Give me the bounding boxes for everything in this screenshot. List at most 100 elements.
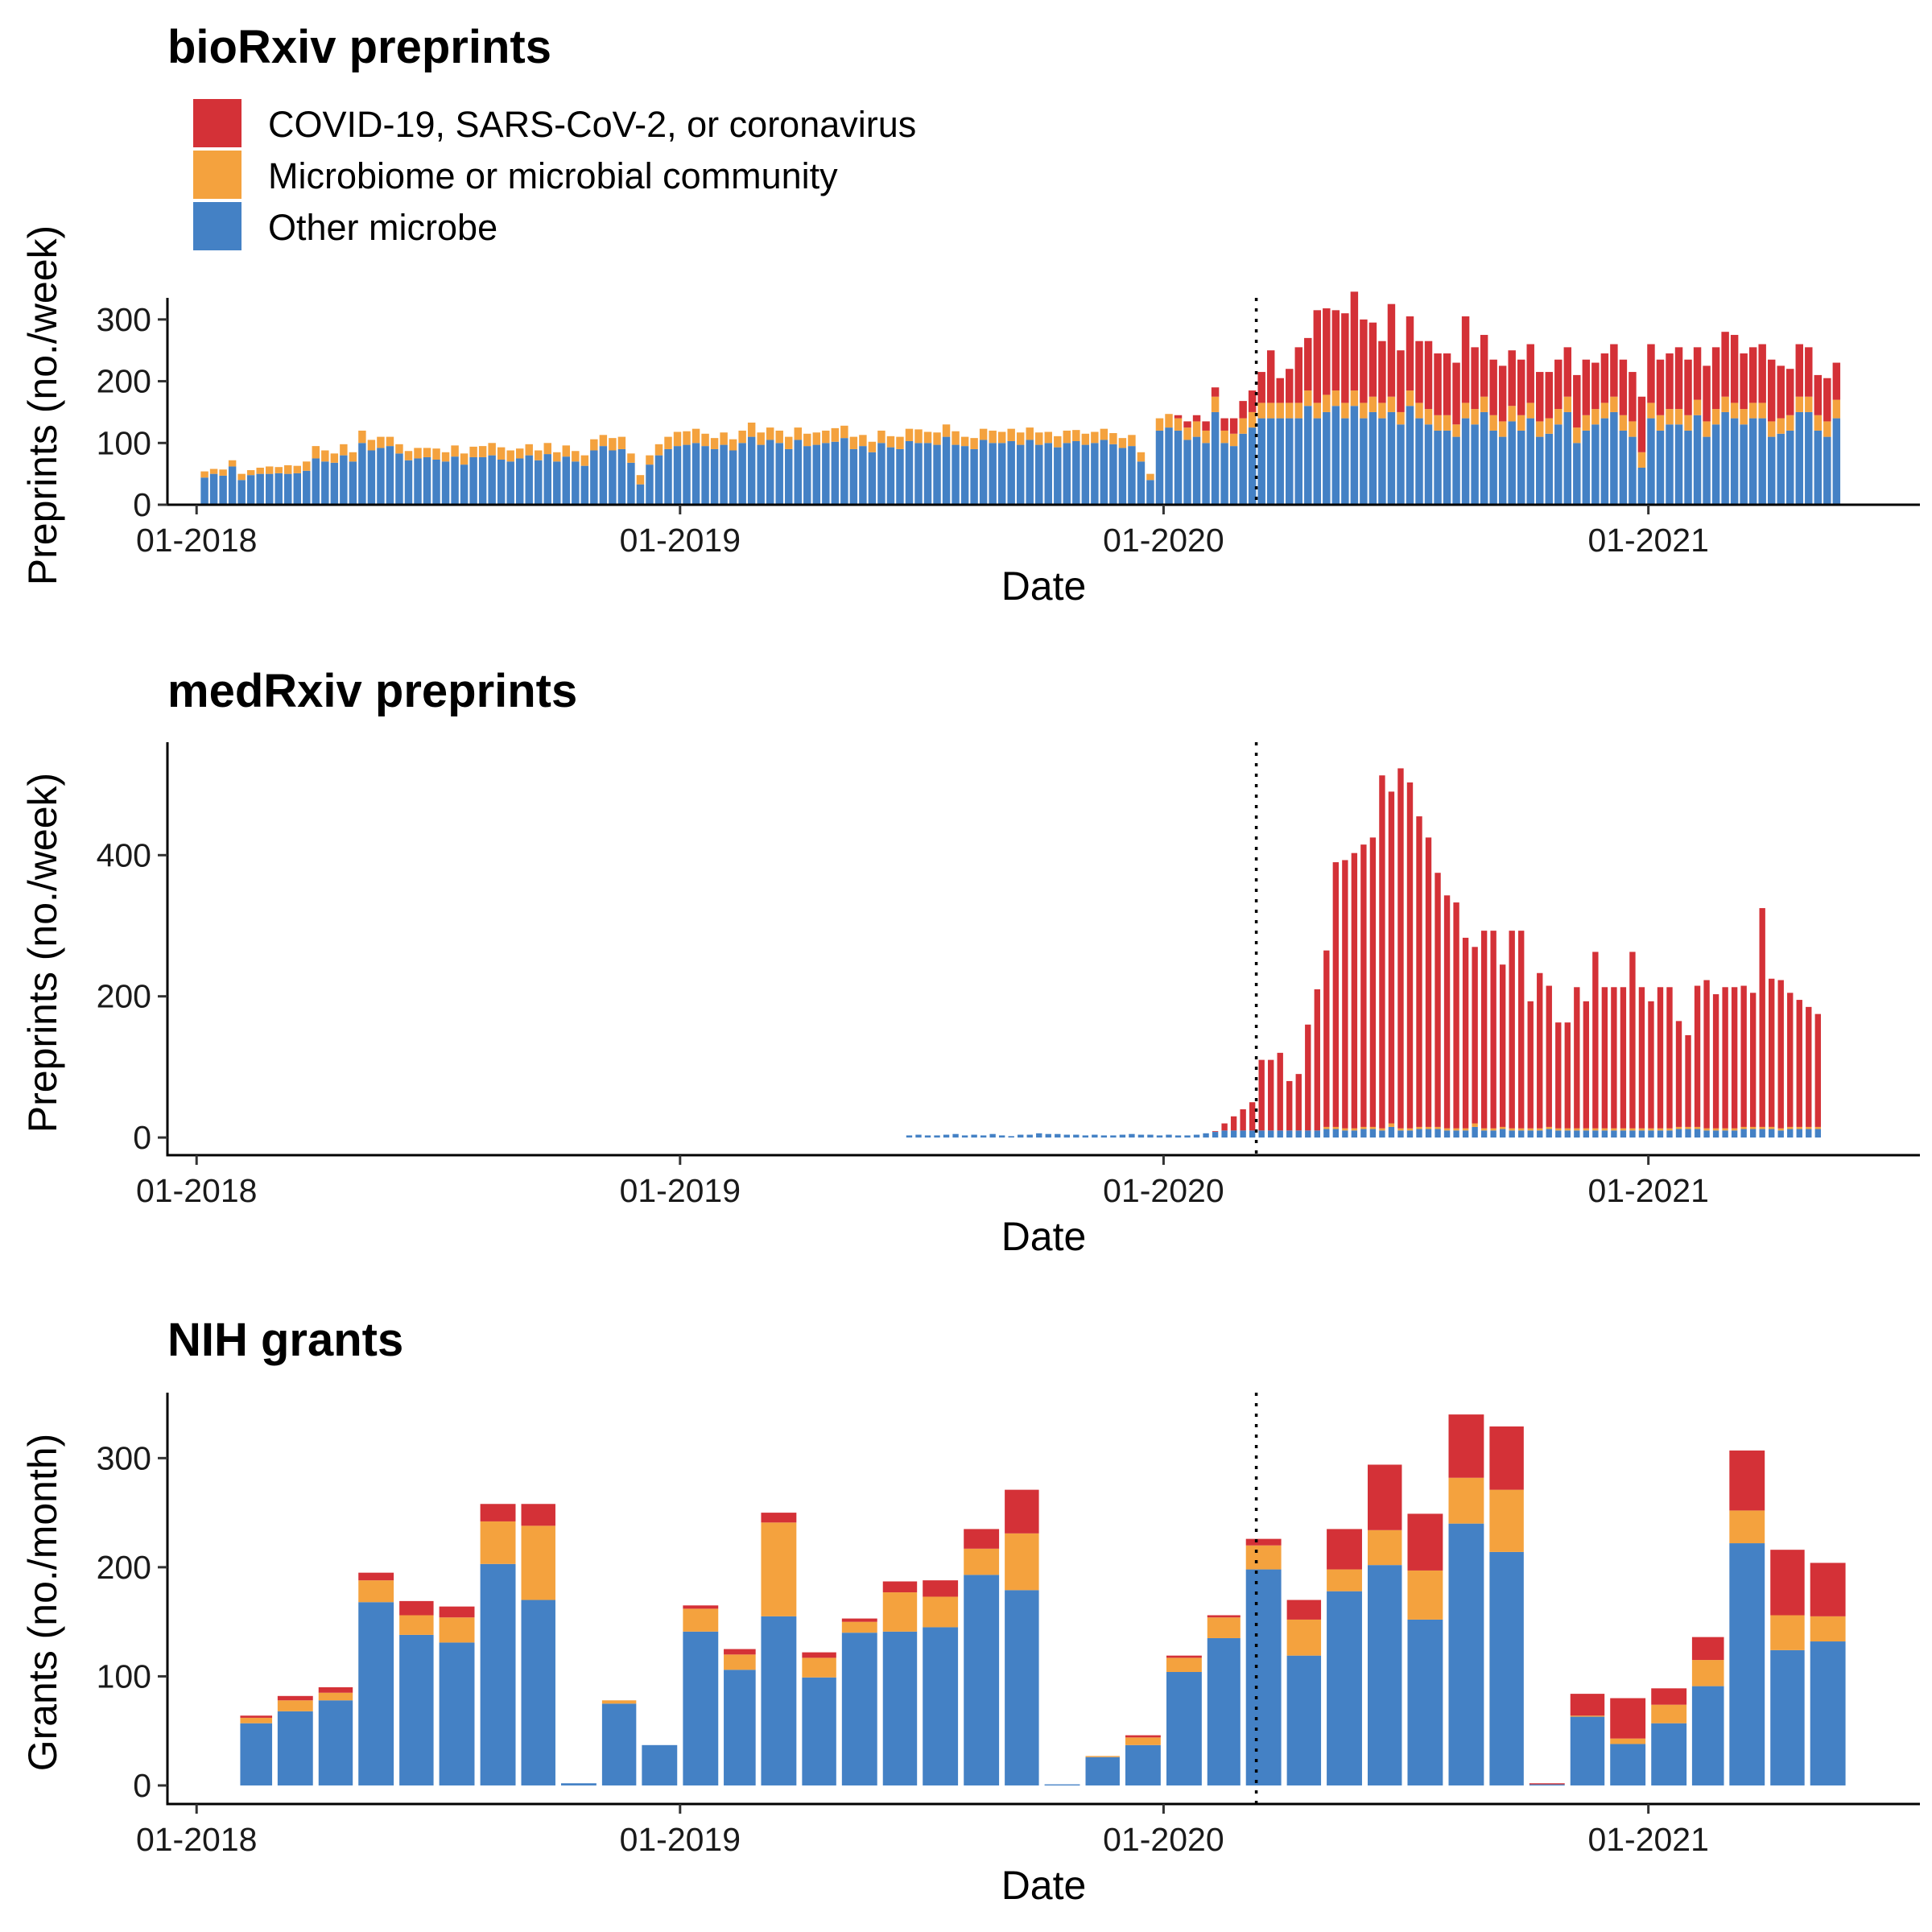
bar-segment [1286,1080,1293,1131]
bar-segment [964,1575,1000,1785]
bar-segment [1054,436,1062,448]
bar-segment [1125,1744,1161,1785]
bar-segment [580,465,589,505]
bar-segment [757,432,765,445]
bar-segment [1063,430,1071,444]
bar-segment [1035,432,1043,445]
bar-segment [1767,359,1776,422]
x-axis-title: Date [1001,564,1087,609]
bar-segment [859,435,867,447]
bar-segment [1806,1006,1812,1127]
bar-segment [367,440,376,451]
bar-segment [1490,931,1496,1129]
bar-segment [1489,1426,1524,1490]
bar-segment [1350,390,1359,407]
bar-segment [1397,768,1404,1129]
bar-segment [1740,1126,1747,1129]
bar-segment [1313,310,1322,403]
bar-segment [1360,319,1368,403]
bar-segment [997,443,1006,505]
y-tick-label: 0 [133,1767,151,1804]
bar-segment [1368,322,1377,397]
bar-segment [1100,440,1108,505]
bar-segment [265,466,274,474]
bar-segment [1526,418,1534,505]
bar-segment [277,1700,313,1711]
bar-segment [1085,1757,1120,1785]
bar-segment [1406,406,1414,505]
panel-title-biorxiv: bioRxiv preprints [167,21,551,73]
bar-segment [1313,418,1322,505]
bar-segment [1703,436,1711,505]
bar-segment [1648,1128,1654,1131]
x-tick-label: 01-2018 [136,1821,257,1858]
bar-segment [1570,1694,1605,1716]
bar-segment [1388,791,1395,1124]
bar-segment [399,1615,434,1635]
bar-segment [1305,1130,1311,1138]
bar-segment [1574,987,1580,1129]
bar-segment [1146,480,1154,505]
bar-segment [1805,347,1813,397]
x-tick-label: 01-2021 [1587,522,1708,559]
bar-segment [1211,387,1220,397]
bar-segment [277,1711,313,1785]
bar-segment [1600,402,1609,419]
bar-segment [1332,1129,1340,1138]
bar-segment [1379,1130,1385,1138]
bar-segment [1777,418,1785,434]
bar-segment [1229,418,1238,434]
bar-segment [1564,1022,1571,1129]
bar-segment [1100,428,1108,440]
bar-segment [757,444,765,505]
bar-segment [1245,1569,1282,1785]
bar-segment [785,448,793,505]
bar-segment [1814,1126,1821,1129]
bar-segment [340,455,348,505]
bar-segment [1545,418,1553,434]
bar-segment [1637,452,1646,468]
bar-segment [1211,411,1220,505]
bar-segment [1769,1129,1775,1138]
bar-segment [1245,1538,1282,1546]
bar-segment [497,447,506,460]
bar-segment [1574,1128,1580,1131]
bar-segment [761,1513,797,1523]
bar-segment [358,1602,394,1785]
bar-segment [1184,1135,1191,1138]
bar-segment [1367,1464,1402,1530]
bar-segment [1656,415,1665,431]
bar-segment [256,467,264,474]
bar-segment [775,430,783,444]
bar-segment [1369,1126,1377,1129]
bar-segment [1601,987,1608,1129]
bar-segment [1192,415,1201,422]
bar-segment [1526,344,1534,403]
bar-segment [1397,424,1405,505]
bar-segment [1005,1489,1039,1534]
bar-segment [256,473,264,505]
bar-segment [1656,430,1665,505]
bar-segment [1647,418,1655,505]
bar-segment [1796,1129,1802,1138]
bar-segment [439,1642,475,1785]
bar-segment [1424,341,1433,410]
bar-segment [1239,401,1247,419]
bar-segment [1684,415,1692,431]
bar-segment [729,450,737,505]
bar-segment [1360,1129,1367,1138]
bar-segment [1638,1128,1645,1131]
bar-segment [1276,402,1284,419]
bar-segment [882,1592,918,1632]
bar-segment [1202,430,1210,444]
bar-segment [1007,440,1015,505]
bar-segment [1212,1132,1219,1138]
bar-segment [219,475,227,505]
bar-segment [1406,1130,1414,1138]
bar-segment [399,1634,434,1785]
bar-segment [1786,430,1794,505]
bar-segment [664,436,672,449]
bar-segment [849,448,858,505]
bar-segment [1276,418,1284,505]
bar-segment [1489,430,1497,505]
